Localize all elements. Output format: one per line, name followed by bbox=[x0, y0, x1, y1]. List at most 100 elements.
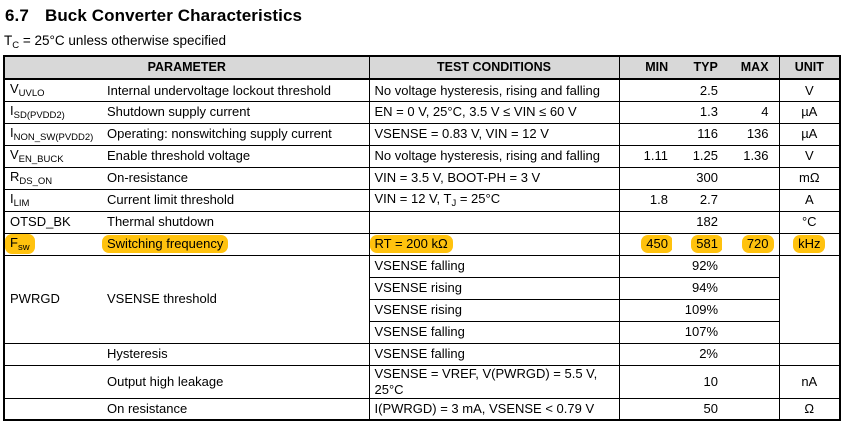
subscript: DS_ON bbox=[19, 175, 53, 187]
param-symbol-cell: OTSD_BK bbox=[3, 210, 101, 234]
min-cell bbox=[618, 298, 672, 322]
param-name-cell: Internal undervoltage lockout threshold bbox=[100, 78, 370, 102]
min-cell bbox=[618, 254, 672, 278]
highlight-mark: kHz bbox=[793, 235, 826, 253]
param-name-cell: Switching frequency bbox=[100, 232, 370, 256]
min-cell bbox=[618, 166, 672, 190]
unit-cell: kHz bbox=[778, 232, 841, 256]
param-symbol-cell bbox=[3, 364, 101, 399]
param-name-cell: Hysteresis bbox=[100, 342, 370, 366]
typ-cell: 50 bbox=[672, 397, 722, 421]
column-header-test-conditions: TEST CONDITIONS bbox=[368, 55, 620, 80]
table-row: V UVLO Internal undervoltage lockout thre… bbox=[3, 78, 841, 102]
subscript: UVLO bbox=[18, 88, 45, 100]
unit-cell: nA bbox=[778, 364, 841, 399]
param-name-cell: Thermal shutdown bbox=[100, 210, 370, 234]
unit-cell: V bbox=[778, 78, 841, 102]
subscript: LIM bbox=[13, 197, 30, 209]
min-cell bbox=[618, 364, 672, 399]
max-cell bbox=[722, 166, 780, 190]
param-symbol-cell bbox=[3, 342, 101, 366]
max-cell bbox=[722, 78, 780, 102]
min-cell bbox=[618, 210, 672, 234]
min-cell: 1.11 bbox=[618, 144, 672, 168]
subscript: SD(PVDD2) bbox=[13, 109, 65, 121]
param-name-cell: Operating: nonswitching supply current bbox=[100, 122, 370, 146]
unit-cell: µA bbox=[778, 100, 841, 124]
table-row: OTSD_BK Thermal shutdown 182 °C bbox=[3, 210, 841, 234]
param-name-cell: VSENSE threshold bbox=[100, 254, 370, 344]
param-name-cell: On-resistance bbox=[100, 166, 370, 190]
test-conditions-cell: VIN = 12 V, TJ = 25°C bbox=[368, 188, 620, 212]
typ-cell: 2.5 bbox=[672, 78, 722, 102]
highlight-mark: 450 bbox=[641, 235, 672, 253]
characteristics-table-wrapper: PARAMETER TEST CONDITIONS MIN TYP MAX UN… bbox=[3, 55, 842, 421]
min-cell: 1.8 bbox=[618, 188, 672, 212]
column-header-min: MIN bbox=[645, 60, 669, 75]
unit-cell: µA bbox=[778, 122, 841, 146]
column-header-typ: TYP bbox=[693, 60, 718, 75]
typ-cell: 182 bbox=[672, 210, 722, 234]
highlight-mark: Switching frequency bbox=[102, 235, 229, 253]
subscript: J bbox=[451, 197, 457, 209]
test-conditions-cell: VSENSE rising bbox=[368, 276, 620, 300]
test-conditions-cell: VIN = 3.5 V, BOOT-PH = 3 V bbox=[368, 166, 620, 190]
max-cell bbox=[722, 320, 780, 344]
test-conditions-cell: EN = 0 V, 25°C, 3.5 V ≤ VIN ≤ 60 V bbox=[368, 100, 620, 124]
min-cell bbox=[618, 78, 672, 102]
table-row: ILIM Current limit threshold VIN = 12 V,… bbox=[3, 188, 841, 212]
table-row-highlighted: Fsw Switching frequency RT = 200 kΩ 450 … bbox=[3, 232, 841, 256]
typ-cell: 1.3 bbox=[672, 100, 722, 124]
max-cell bbox=[722, 188, 780, 212]
typ-cell: 116 bbox=[672, 122, 722, 146]
param-symbol-cell: PWRGD bbox=[3, 254, 101, 344]
column-header-unit: UNIT bbox=[778, 55, 841, 80]
test-conditions-cell: No voltage hysteresis, rising and fallin… bbox=[368, 78, 620, 102]
min-cell bbox=[618, 276, 672, 300]
conditions-note: TC = 25°C unless otherwise specified bbox=[4, 33, 227, 51]
test-conditions-cell bbox=[368, 210, 620, 234]
subscript: C bbox=[12, 40, 20, 51]
unit-cell bbox=[778, 254, 841, 344]
table-row: PWRGD VSENSE threshold VSENSE falling 92… bbox=[3, 254, 841, 344]
test-conditions-cell: I(PWRGD) = 3 mA, VSENSE < 0.79 V bbox=[368, 397, 620, 421]
typ-cell: 107% bbox=[672, 320, 722, 344]
table-row: VSENSE falling 107% bbox=[4, 320, 840, 344]
characteristics-table: PARAMETER TEST CONDITIONS MIN TYP MAX UN… bbox=[3, 55, 842, 421]
max-cell bbox=[722, 397, 780, 421]
unit-cell bbox=[778, 342, 841, 366]
unit-cell: °C bbox=[778, 210, 841, 234]
max-cell: 136 bbox=[722, 122, 780, 146]
typ-cell: 109% bbox=[672, 298, 722, 322]
max-cell bbox=[722, 298, 780, 322]
param-name-cell: Enable threshold voltage bbox=[100, 144, 370, 168]
table-row: VSENSE rising 109% bbox=[4, 298, 840, 322]
table-row: Output high leakage VSENSE = VREF, V(PWR… bbox=[3, 364, 841, 399]
param-name-cell: Current limit threshold bbox=[100, 188, 370, 212]
min-cell bbox=[618, 397, 672, 421]
test-conditions-cell: RT = 200 kΩ bbox=[368, 232, 620, 256]
test-conditions-cell: VSENSE falling bbox=[368, 254, 620, 278]
table-row: RDS_ON On-resistance VIN = 3.5 V, BOOT-P… bbox=[3, 166, 841, 190]
column-header-parameter: PARAMETER bbox=[3, 55, 370, 80]
unit-cell: A bbox=[778, 188, 841, 212]
max-cell bbox=[722, 342, 780, 366]
unit-cell: mΩ bbox=[778, 166, 841, 190]
table-row: VSENSE rising 94% bbox=[4, 276, 840, 300]
section-title-text: Buck Converter Characteristics bbox=[44, 6, 303, 25]
typ-cell: 300 bbox=[672, 166, 722, 190]
table-row: VEN_BUCK Enable threshold voltage No vol… bbox=[3, 144, 841, 168]
test-conditions-cell: VSENSE rising bbox=[368, 298, 620, 322]
typ-cell: 10 bbox=[672, 364, 722, 399]
max-cell: 4 bbox=[722, 100, 780, 124]
param-symbol-cell: RDS_ON bbox=[3, 166, 101, 190]
highlight-mark: 581 bbox=[691, 235, 722, 253]
test-conditions-cell: VSENSE = 0.83 V, VIN = 12 V bbox=[368, 122, 620, 146]
subscript: NON_SW(PVDD2) bbox=[13, 131, 94, 143]
test-conditions-cell: VSENSE = VREF, V(PWRGD) = 5.5 V, 25°C bbox=[368, 364, 620, 399]
min-cell: 450 bbox=[618, 232, 672, 256]
unit-cell: V bbox=[778, 144, 841, 168]
max-cell: 1.36 bbox=[722, 144, 780, 168]
min-cell bbox=[618, 320, 672, 344]
param-name-cell: Shutdown supply current bbox=[100, 100, 370, 124]
